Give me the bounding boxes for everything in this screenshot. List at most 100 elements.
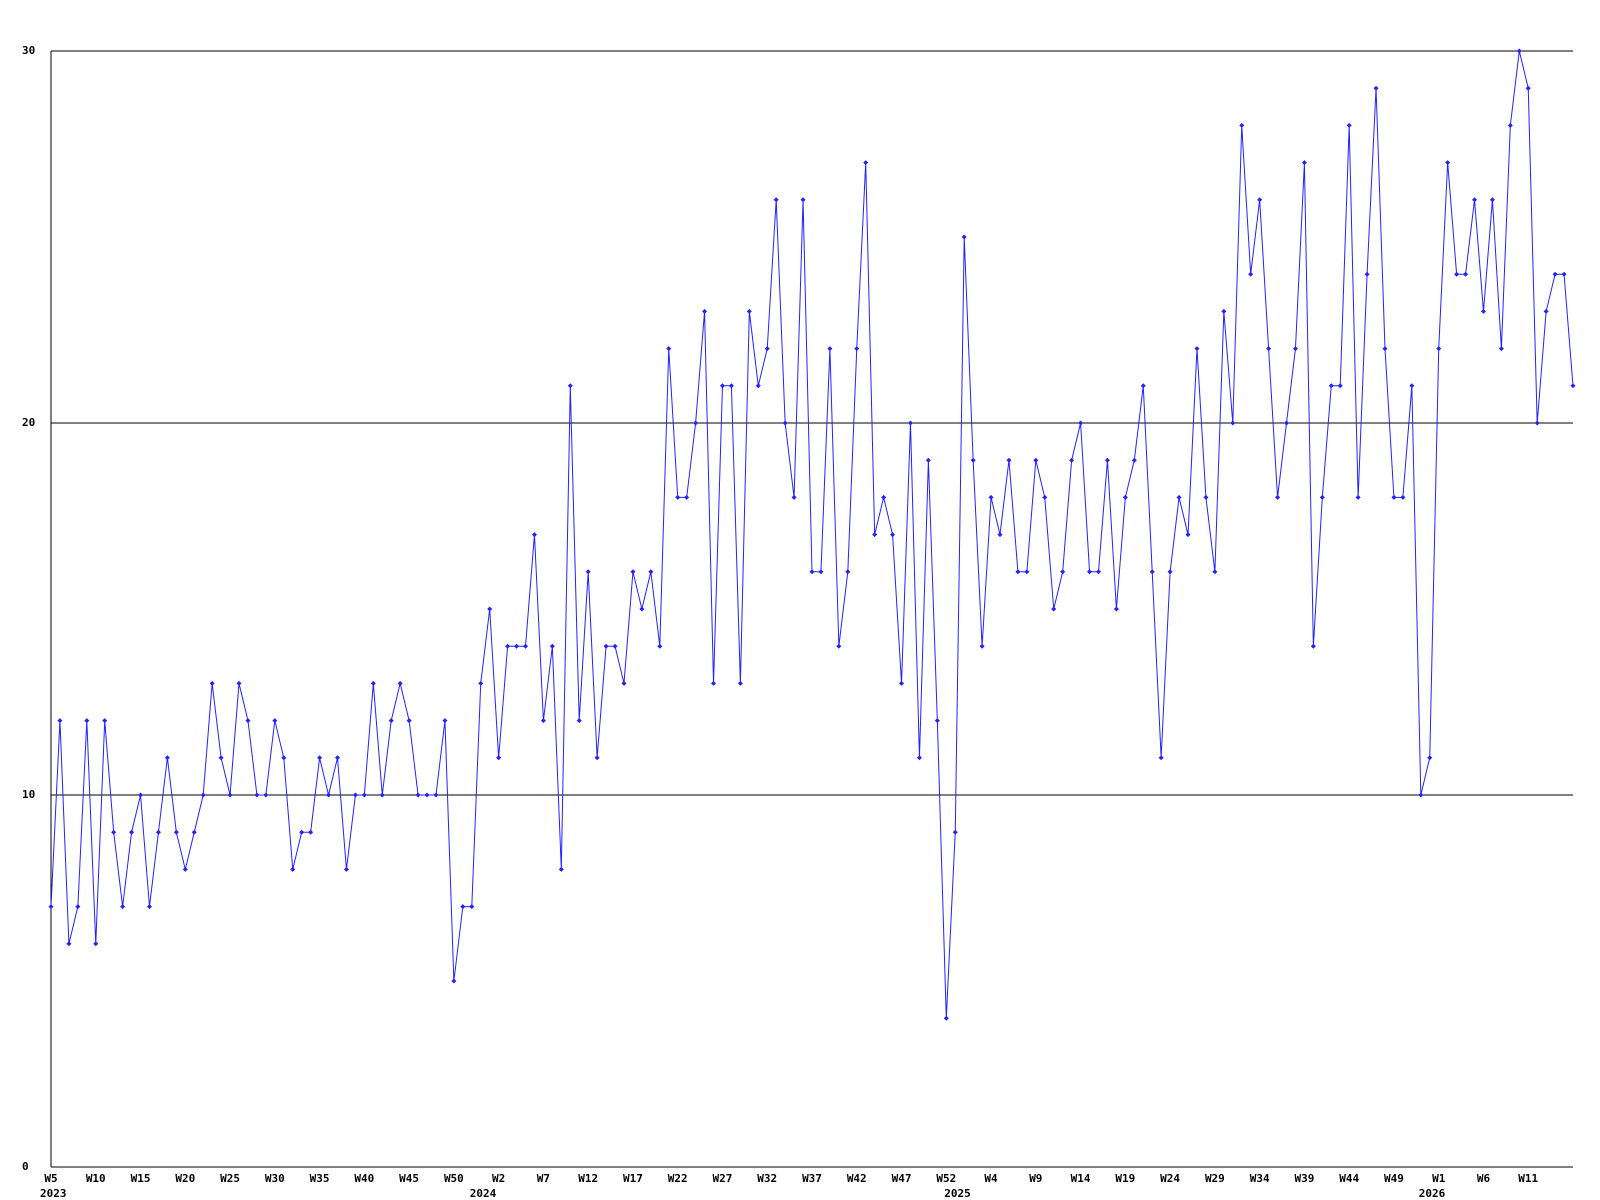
data-point	[1095, 569, 1101, 575]
x-tick-label: W5	[44, 1172, 57, 1185]
data-point	[1436, 346, 1442, 352]
data-point	[334, 755, 340, 761]
data-point	[809, 569, 815, 575]
data-point	[1516, 48, 1522, 54]
x-tick-label: W39	[1294, 1172, 1314, 1185]
data-point	[1221, 308, 1227, 314]
data-point	[370, 680, 376, 686]
data-point	[961, 234, 967, 240]
data-point	[433, 792, 439, 798]
data-point	[827, 346, 833, 352]
x-tick-label: W22	[668, 1172, 688, 1185]
data-point	[496, 755, 502, 761]
x-tick-label: W10	[86, 1172, 106, 1185]
data-point	[352, 792, 358, 798]
data-point	[397, 680, 403, 686]
data-point	[281, 755, 287, 761]
x-tick-label: W32	[757, 1172, 777, 1185]
data-point	[1131, 457, 1137, 463]
data-point	[361, 792, 367, 798]
data-point	[254, 792, 260, 798]
data-point	[1525, 85, 1531, 91]
x-tick-label: W47	[892, 1172, 912, 1185]
x-tick-label: W44	[1339, 1172, 1359, 1185]
data-point	[1078, 420, 1084, 426]
data-point	[684, 494, 690, 500]
data-point	[549, 643, 555, 649]
data-point	[1284, 420, 1290, 426]
data-point	[1373, 85, 1379, 91]
data-point	[621, 680, 627, 686]
data-point	[1498, 346, 1504, 352]
data-point	[1006, 457, 1012, 463]
data-point	[200, 792, 206, 798]
data-point	[1489, 197, 1495, 203]
data-point	[1346, 122, 1352, 128]
x-tick-label: W40	[354, 1172, 374, 1185]
data-point	[836, 643, 842, 649]
data-point	[120, 904, 126, 910]
data-point	[272, 718, 278, 724]
data-point	[1561, 271, 1567, 277]
data-point	[1364, 271, 1370, 277]
year-label: 2025	[944, 1187, 971, 1200]
data-point	[979, 643, 985, 649]
data-point	[155, 829, 161, 835]
data-point	[675, 494, 681, 500]
x-tick-label: W49	[1384, 1172, 1404, 1185]
data-point	[317, 755, 323, 761]
x-tick-label: W11	[1518, 1172, 1538, 1185]
x-tick-label: W45	[399, 1172, 419, 1185]
x-tick-label: W42	[847, 1172, 867, 1185]
data-point	[1149, 569, 1155, 575]
data-point	[764, 346, 770, 352]
data-point	[1113, 606, 1119, 612]
data-point	[540, 718, 546, 724]
x-tick-label: W29	[1205, 1172, 1225, 1185]
x-tick-label: W37	[802, 1172, 822, 1185]
data-point	[236, 680, 242, 686]
data-point	[845, 569, 851, 575]
data-point	[1185, 532, 1191, 538]
data-point	[872, 532, 878, 538]
data-point	[1480, 308, 1486, 314]
data-point	[129, 829, 135, 835]
data-point	[702, 308, 708, 314]
x-tick-label: W7	[537, 1172, 550, 1185]
data-point	[308, 829, 314, 835]
x-tick-label: W50	[444, 1172, 464, 1185]
data-point	[1194, 346, 1200, 352]
data-point	[1507, 122, 1513, 128]
data-point	[1158, 755, 1164, 761]
data-point	[1248, 271, 1254, 277]
data-point	[1275, 494, 1281, 500]
data-point	[1301, 160, 1307, 166]
data-point	[451, 978, 457, 984]
x-tick-label: W6	[1477, 1172, 1491, 1185]
data-point	[603, 643, 609, 649]
data-line	[50, 50, 1574, 1019]
data-point	[460, 904, 466, 910]
data-point	[173, 829, 179, 835]
data-point	[1087, 569, 1093, 575]
data-point	[719, 383, 725, 389]
data-point	[558, 866, 564, 872]
data-point	[594, 755, 600, 761]
x-tick-label: W4	[984, 1172, 998, 1185]
data-point	[1552, 271, 1558, 277]
x-tick-label: W30	[265, 1172, 285, 1185]
data-point	[523, 643, 529, 649]
data-point	[952, 829, 958, 835]
x-tick-label: W15	[131, 1172, 151, 1185]
data-point	[1176, 494, 1182, 500]
data-point	[1104, 457, 1110, 463]
data-point	[1337, 383, 1343, 389]
year-label: 2023	[40, 1187, 67, 1200]
data-point	[773, 197, 779, 203]
data-point	[218, 755, 224, 761]
data-point	[585, 569, 591, 575]
data-point	[487, 606, 493, 612]
data-point	[102, 718, 108, 724]
